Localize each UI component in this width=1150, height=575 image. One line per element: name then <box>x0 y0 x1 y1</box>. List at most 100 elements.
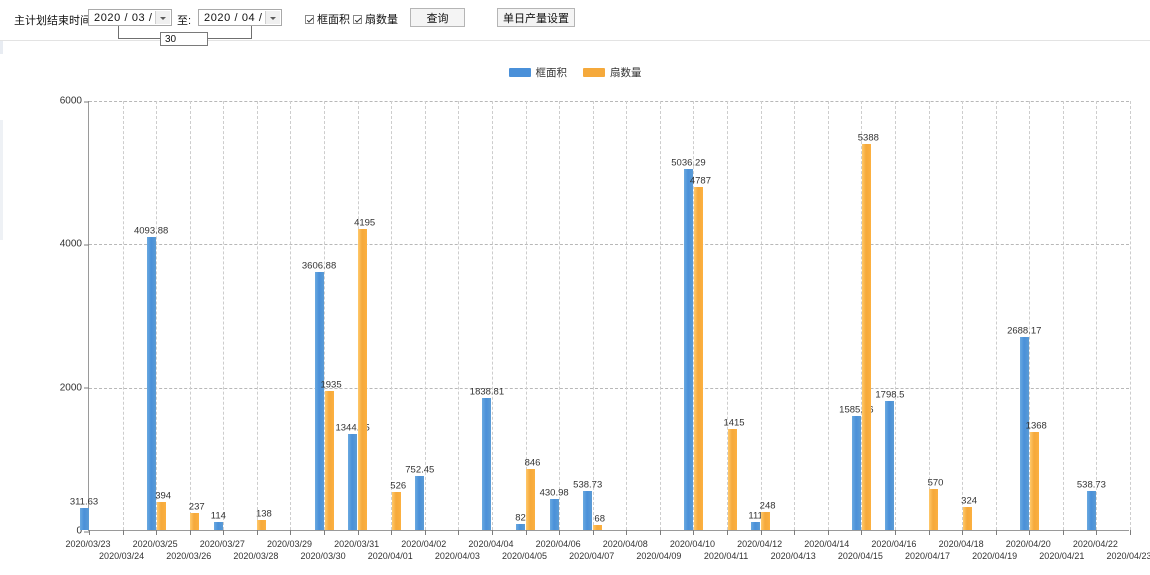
bar-框面积-2020/03/30[interactable] <box>314 271 324 530</box>
x-gridline <box>156 101 158 530</box>
checkbox-sash-count[interactable]: 扇数量 <box>353 11 398 27</box>
x-axis-tick <box>928 530 930 535</box>
x-axis-tick-label: 2020/04/23 <box>1106 551 1150 561</box>
x-gridline <box>894 101 896 530</box>
bar-框面积-2020/04/12[interactable] <box>751 522 761 530</box>
x-axis-tick-label: 2020/04/11 <box>703 551 749 561</box>
x-axis-tick <box>659 530 661 535</box>
bar-框面积-2020/04/15[interactable] <box>851 416 861 530</box>
x-axis-tick <box>458 530 460 535</box>
checkbox-sash-count-box[interactable] <box>353 15 362 24</box>
x-gridline <box>962 101 964 530</box>
bar-框面积-2020/04/05[interactable] <box>516 524 526 530</box>
bar-框面积-2020/04/02[interactable] <box>415 476 425 530</box>
checkbox-frame-area-box[interactable] <box>305 15 314 24</box>
plan-end-time-label: 主计划结束时间: <box>14 15 95 27</box>
bar-value-label: 5388 <box>857 132 879 144</box>
x-axis-tick <box>1130 530 1131 535</box>
bar-扇数量-2020/03/26[interactable] <box>190 513 200 530</box>
legend-label: 框面积 <box>535 66 568 79</box>
x-axis-tick-label: 2020/04/22 <box>1072 539 1118 549</box>
legend-label: 扇数量 <box>610 66 642 79</box>
bar-扇数量-2020/03/31[interactable] <box>358 229 368 530</box>
daily-output-settings-button[interactable]: 单日产量设置 <box>497 8 575 27</box>
x-gridline <box>491 101 493 530</box>
x-gridline <box>659 101 661 530</box>
bar-框面积-2020/04/22[interactable] <box>1086 491 1096 530</box>
date-to-input[interactable]: 2020 / 04 / 23 <box>198 9 282 26</box>
x-gridline <box>424 101 426 530</box>
bar-框面积-2020/04/20[interactable] <box>1019 337 1029 530</box>
x-axis-tick <box>727 530 729 535</box>
x-axis-tick <box>592 530 594 535</box>
bar-框面积-2020/04/16[interactable] <box>885 401 895 530</box>
x-axis-tick-label: 2020/04/04 <box>468 539 514 549</box>
checkbox-frame-area-label: 框面积 <box>317 14 350 26</box>
bar-扇数量-2020/04/20[interactable] <box>1029 431 1039 530</box>
x-axis-tick <box>760 530 762 535</box>
x-gridline <box>223 101 225 530</box>
legend-item-1[interactable]: 框面积 <box>508 65 568 80</box>
x-axis-tick <box>861 530 863 535</box>
bar-框面积-2020/03/23[interactable] <box>79 507 89 530</box>
date-to-dropdown-icon[interactable] <box>265 11 280 24</box>
x-axis-tick <box>189 530 191 535</box>
x-axis-tick <box>525 530 527 535</box>
x-axis-tick <box>89 530 90 535</box>
date-from-input[interactable]: 2020 / 03 / 24 <box>88 9 172 26</box>
checkbox-sash-count-label: 扇数量 <box>365 14 398 26</box>
bar-扇数量-2020/04/15[interactable] <box>861 143 871 530</box>
x-axis-tick-label: 2020/03/30 <box>300 551 346 561</box>
bar-value-label: 526 <box>390 480 407 492</box>
x-gridline <box>760 101 762 530</box>
x-gridline <box>1029 101 1031 530</box>
bar-扇数量-2020/03/28[interactable] <box>257 520 267 530</box>
y-axis-tick-label: 2000 <box>60 382 90 393</box>
bar-value-label: 82 <box>515 512 526 524</box>
bar-框面积-2020/04/07[interactable] <box>583 491 593 530</box>
x-gridline <box>391 101 393 530</box>
legend-item-2[interactable]: 扇数量 <box>583 65 642 80</box>
x-axis-tick-label: 2020/03/28 <box>233 551 279 561</box>
bar-扇数量-2020/04/05[interactable] <box>526 469 536 530</box>
bar-value-label: 1585.96 <box>839 404 874 416</box>
bar-扇数量-2020/04/01[interactable] <box>391 492 401 530</box>
y-gridline <box>89 387 1129 389</box>
bar-框面积-2020/04/04[interactable] <box>482 398 492 530</box>
bar-扇数量-2020/04/18[interactable] <box>962 506 972 530</box>
bar-value-label: 1798.5 <box>875 389 905 401</box>
bar-框面积-2020/03/31[interactable] <box>348 433 358 530</box>
x-axis-tick-label: 2020/04/01 <box>367 551 413 561</box>
bar-扇数量-2020/03/25[interactable] <box>156 501 166 530</box>
bar-扇数量-2020/04/17[interactable] <box>929 489 939 530</box>
bar-扇数量-2020/03/30[interactable] <box>324 391 334 530</box>
span-days-input[interactable]: 30 <box>160 32 208 46</box>
x-gridline <box>324 101 326 530</box>
bar-框面积-2020/04/06[interactable] <box>549 499 559 530</box>
x-axis-tick-label: 2020/04/15 <box>837 551 883 561</box>
x-axis-tick-label: 2020/03/27 <box>199 539 245 549</box>
checkbox-frame-area[interactable]: 框面积 <box>305 11 350 27</box>
x-gridline <box>189 101 191 530</box>
x-axis-tick-label: 2020/04/13 <box>770 551 816 561</box>
x-axis-tick-label: 2020/04/07 <box>569 551 615 561</box>
x-axis-tick-label: 2020/03/25 <box>132 539 178 549</box>
x-axis-tick <box>256 530 258 535</box>
x-axis-tick <box>626 530 628 535</box>
bar-扇数量-2020/04/07[interactable] <box>593 525 603 530</box>
bar-框面积-2020/03/25[interactable] <box>146 236 156 530</box>
bar-value-label: 394 <box>155 490 172 502</box>
date-from-dropdown-icon[interactable] <box>155 11 170 24</box>
bar-value-label: 324 <box>961 495 978 507</box>
bar-value-label: 5036.29 <box>671 157 706 169</box>
x-axis-tick-label: 2020/04/19 <box>972 551 1018 561</box>
y-axis-tick-label: 6000 <box>60 96 90 107</box>
query-button[interactable]: 查询 <box>410 8 465 27</box>
bar-扇数量-2020/04/10[interactable] <box>693 186 703 530</box>
bar-扇数量-2020/04/12[interactable] <box>761 512 771 530</box>
bar-扇数量-2020/04/11[interactable] <box>727 428 737 530</box>
bar-value-label: 114 <box>210 510 226 522</box>
bar-框面积-2020/04/10[interactable] <box>683 169 693 530</box>
x-axis-tick-label: 2020/04/14 <box>804 539 850 549</box>
bar-框面积-2020/03/27[interactable] <box>213 521 223 530</box>
